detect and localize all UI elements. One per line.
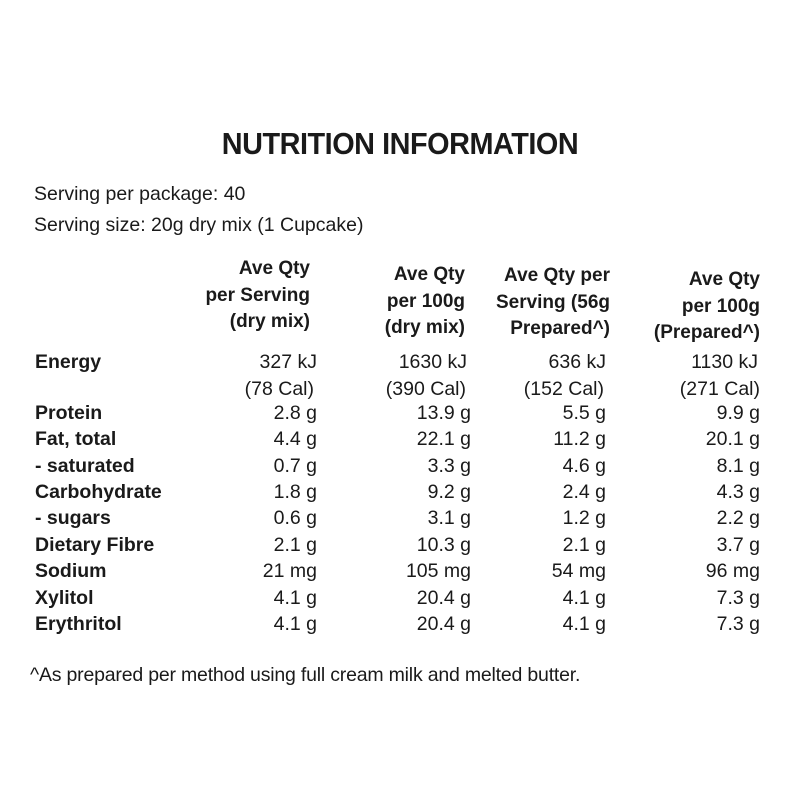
nutrient-value: 54 mg xyxy=(551,560,606,582)
row-label: Protein xyxy=(35,402,103,424)
nutrient-value: 96 mg xyxy=(705,560,760,582)
nutrient-row: Fat, total 4.4 g 22.1 g 11.2 g 20.1 g xyxy=(0,428,800,454)
nutrient-row: Protein 2.8 g 13.9 g 5.5 g 9.9 g xyxy=(0,402,800,428)
nutrient-value: 5.5 g xyxy=(562,402,606,424)
energy-cal: (152 Cal) xyxy=(523,378,604,400)
row-label: Dietary Fibre xyxy=(35,534,155,556)
nutrient-value: 22.1 g xyxy=(416,428,471,450)
nutrient-value: 20.4 g xyxy=(416,613,471,635)
nutrient-value: 4.1 g xyxy=(562,613,606,635)
nutrient-value: 10.3 g xyxy=(416,534,471,556)
nutrient-row: Carbohydrate 1.8 g 9.2 g 2.4 g 4.3 g xyxy=(0,481,800,507)
column-header-line: (Prepared^) xyxy=(653,322,760,343)
nutrient-value: 11.2 g xyxy=(553,428,606,450)
nutrient-row: Dietary Fibre 2.1 g 10.3 g 2.1 g 3.7 g xyxy=(0,534,800,560)
column-header-line: Ave Qty xyxy=(393,264,465,285)
nutrient-value: 21 mg xyxy=(262,560,317,582)
serving-per-package: Serving per package: 40 xyxy=(34,183,246,205)
nutrient-value: 3.1 g xyxy=(427,507,471,529)
row-label: Xylitol xyxy=(35,587,94,609)
energy-cal-row: (78 Cal) (390 Cal) (152 Cal) (271 Cal) xyxy=(0,378,800,404)
nutrient-value: 4.1 g xyxy=(273,613,317,635)
row-label: - sugars xyxy=(35,507,111,529)
column-header-line: (dry mix) xyxy=(229,311,310,332)
row-label: - saturated xyxy=(35,455,135,477)
column-header-line: Ave Qty xyxy=(688,269,760,290)
column-header: Ave Qty per 100g (dry mix) xyxy=(385,262,465,342)
column-header-line: Prepared^) xyxy=(510,318,610,339)
row-label: Carbohydrate xyxy=(35,481,162,503)
nutrient-value: 2.1 g xyxy=(562,534,606,556)
nutrient-value: 20.4 g xyxy=(416,587,471,609)
column-header-line: (dry mix) xyxy=(384,317,465,338)
row-label: Fat, total xyxy=(35,428,117,450)
nutrient-value: 4.4 g xyxy=(273,428,317,450)
energy-kj: 1130 kJ xyxy=(691,351,758,373)
nutrient-value: 1.2 g xyxy=(562,507,606,529)
nutrient-value: 4.6 g xyxy=(562,455,606,477)
nutrient-value: 0.6 g xyxy=(273,507,317,529)
nutrient-value: 8.1 g xyxy=(716,455,760,477)
energy-cal: (271 Cal) xyxy=(679,378,760,400)
column-header-line: Ave Qty per xyxy=(504,265,610,286)
nutrient-value: 4.3 g xyxy=(716,481,760,503)
column-header-line: per 100g xyxy=(386,290,465,312)
nutrient-row: Sodium 21 mg 105 mg 54 mg 96 mg xyxy=(0,560,800,586)
nutrient-value: 3.3 g xyxy=(427,455,471,477)
nutrient-value: 4.1 g xyxy=(562,587,606,609)
energy-cal: (78 Cal) xyxy=(244,378,314,400)
serving-size: Serving size: 20g dry mix (1 Cupcake) xyxy=(34,214,364,236)
nutrient-value: 9.9 g xyxy=(716,402,760,424)
nutrient-value: 2.1 g xyxy=(273,534,317,556)
nutrient-value: 3.7 g xyxy=(716,534,760,556)
column-header-line: per 100g xyxy=(681,295,760,317)
row-label: Erythritol xyxy=(35,613,122,635)
nutrient-value: 2.2 g xyxy=(716,507,760,529)
nutrient-value: 4.1 g xyxy=(273,587,317,609)
energy-row: Energy 327 kJ 1630 kJ 636 kJ 1130 kJ xyxy=(0,351,800,377)
energy-kj: 636 kJ xyxy=(548,351,606,373)
column-header-line: Serving (56g xyxy=(495,291,610,313)
nutrient-row: Erythritol 4.1 g 20.4 g 4.1 g 7.3 g xyxy=(0,613,800,639)
panel-title: NUTRITION INFORMATION xyxy=(221,126,579,161)
row-label: Energy xyxy=(35,351,102,373)
nutrient-value: 0.7 g xyxy=(273,455,317,477)
nutrient-value: 13.9 g xyxy=(416,402,471,424)
nutrient-row: - saturated 0.7 g 3.3 g 4.6 g 8.1 g xyxy=(0,455,800,481)
nutrient-value: 105 mg xyxy=(405,560,471,582)
nutrient-value: 7.3 g xyxy=(716,587,760,609)
column-header: Ave Qty per 100g (Prepared^) xyxy=(654,267,760,347)
column-header: Ave Qty per Serving (56g Prepared^) xyxy=(496,263,610,343)
energy-kj: 1630 kJ xyxy=(398,351,467,373)
nutrient-row: - sugars 0.6 g 3.1 g 1.2 g 2.2 g xyxy=(0,507,800,533)
column-header-line: Ave Qty xyxy=(238,258,310,279)
footnote: ^As prepared per method using full cream… xyxy=(30,664,581,686)
nutrient-value: 1.8 g xyxy=(273,481,317,503)
column-header: Ave Qty per Serving (dry mix) xyxy=(205,256,310,336)
energy-cal: (390 Cal) xyxy=(385,378,466,400)
nutrient-row: Xylitol 4.1 g 20.4 g 4.1 g 7.3 g xyxy=(0,587,800,613)
nutrient-value: 2.4 g xyxy=(562,481,606,503)
nutrient-value: 7.3 g xyxy=(716,613,760,635)
column-header-line: per Serving xyxy=(205,284,310,306)
energy-kj: 327 kJ xyxy=(259,351,317,373)
nutrient-value: 2.8 g xyxy=(273,402,317,424)
row-label: Sodium xyxy=(35,560,107,582)
nutrient-value: 9.2 g xyxy=(427,481,471,503)
nutrient-value: 20.1 g xyxy=(705,428,760,450)
